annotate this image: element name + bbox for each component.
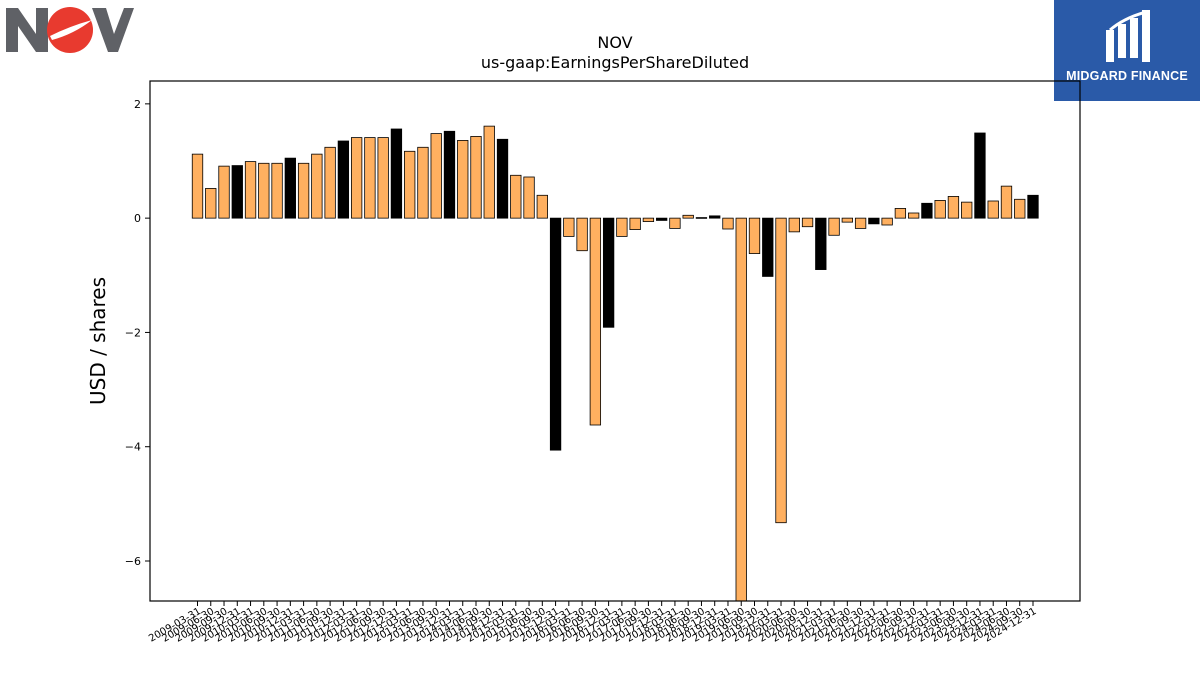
bar-2013-12-31	[443, 130, 456, 219]
bar-2011-06-30	[311, 153, 323, 219]
bar-2024-12-31	[1027, 194, 1039, 219]
nov-logo-swoosh	[50, 20, 92, 40]
bar-2017-09-30	[642, 217, 655, 222]
bar-2012-03-31	[350, 137, 363, 219]
nov-logo-letter-v	[92, 8, 134, 52]
nov-logo-letter-n	[6, 8, 48, 52]
bar-2023-12-31	[974, 132, 986, 219]
bar-2019-09-30	[748, 217, 761, 254]
bar-2009-06-30	[205, 188, 217, 219]
bar-2012-06-30	[364, 137, 376, 219]
bar-2017-06-30	[629, 217, 641, 230]
bar-2020-09-30	[801, 217, 814, 228]
y-tick-label: −2	[125, 326, 141, 339]
bar-2015-03-31	[510, 174, 522, 219]
bar-2010-09-30	[271, 162, 283, 219]
bar-2020-12-31	[815, 217, 827, 270]
nov-logo	[6, 7, 134, 53]
bar-2015-12-31	[549, 217, 562, 451]
bar-2016-03-31	[563, 217, 575, 237]
bar-2020-03-31	[775, 217, 787, 524]
bar-2013-03-31	[404, 150, 416, 219]
chart-subtitle: us-gaap:EarningsPerShareDiluted	[481, 53, 749, 72]
bar-2016-09-30	[589, 217, 602, 426]
bar-2016-06-30	[576, 217, 588, 252]
bar-2010-06-30	[258, 162, 270, 219]
bar-2014-06-30	[470, 136, 482, 219]
bar-2023-06-30	[947, 196, 960, 219]
y-tick-label: 0	[134, 212, 141, 225]
y-tick-label: 2	[134, 98, 141, 111]
bar-2009-12-31	[231, 165, 243, 219]
bar-2022-12-31	[921, 202, 933, 219]
bar-2017-03-31	[616, 217, 628, 237]
bar-2010-03-31	[244, 161, 257, 219]
bar-2024-06-30	[1000, 185, 1013, 219]
bar-2021-06-30	[841, 217, 853, 223]
plot-frame	[149, 80, 1081, 602]
bar-2015-06-30	[523, 176, 535, 219]
bar-2017-12-31	[656, 217, 668, 221]
bar-2011-09-30	[324, 146, 336, 219]
bar-2013-09-30	[430, 133, 442, 219]
bar-2015-09-30	[536, 194, 548, 219]
bar-2021-03-31	[828, 217, 840, 236]
bar-series	[191, 125, 1039, 602]
bar-2011-03-31	[297, 162, 310, 219]
bar-2019-12-31	[762, 217, 774, 277]
bar-2009-03-31	[191, 153, 204, 219]
bar-2024-09-30	[1014, 198, 1026, 219]
bar-2018-03-31	[669, 217, 681, 229]
bar-2019-06-30	[735, 217, 747, 602]
chart-title: NOV	[597, 33, 632, 52]
bar-2010-12-31	[284, 157, 296, 219]
bar-2021-12-31	[868, 217, 880, 225]
bar-2012-12-31	[390, 128, 403, 219]
bar-2013-06-30	[417, 146, 429, 219]
bar-2022-03-31	[881, 217, 893, 226]
bar-2018-06-30	[682, 214, 694, 219]
y-tick-label: −4	[125, 441, 141, 454]
midgard-finance-logo: MIDGARD FINANCE	[1054, 0, 1200, 101]
bar-2020-06-30	[788, 217, 800, 233]
x-axis-ticks: 2009-03-312009-06-302009-09-302009-12-31…	[147, 601, 1039, 645]
bar-2018-12-31	[709, 215, 721, 219]
bar-2018-09-30	[695, 217, 708, 219]
bar-2021-09-30	[854, 217, 867, 229]
bar-2019-03-31	[722, 217, 734, 230]
y-axis-label: USD / shares	[86, 277, 110, 405]
y-axis-ticks: 2 0 −2 −4 −6	[125, 98, 150, 568]
y-tick-label: −6	[125, 555, 141, 568]
bar-2023-03-31	[934, 200, 946, 219]
bar-2024-03-31	[987, 200, 999, 219]
bar-2009-09-30	[218, 165, 230, 219]
bar-2023-09-30	[961, 201, 973, 219]
bar-2014-03-31	[457, 140, 469, 219]
bar-2022-09-30	[907, 212, 920, 219]
bar-2022-06-30	[894, 208, 907, 219]
bar-2014-09-30	[483, 125, 495, 219]
bar-2011-12-31	[337, 140, 350, 219]
midgard-finance-wordmark: MIDGARD FINANCE	[1066, 69, 1188, 83]
bar-2012-09-30	[377, 137, 389, 219]
bar-2014-12-31	[496, 138, 509, 219]
bar-2016-12-31	[602, 217, 615, 328]
midgard-finance-mark-icon	[1106, 10, 1150, 62]
